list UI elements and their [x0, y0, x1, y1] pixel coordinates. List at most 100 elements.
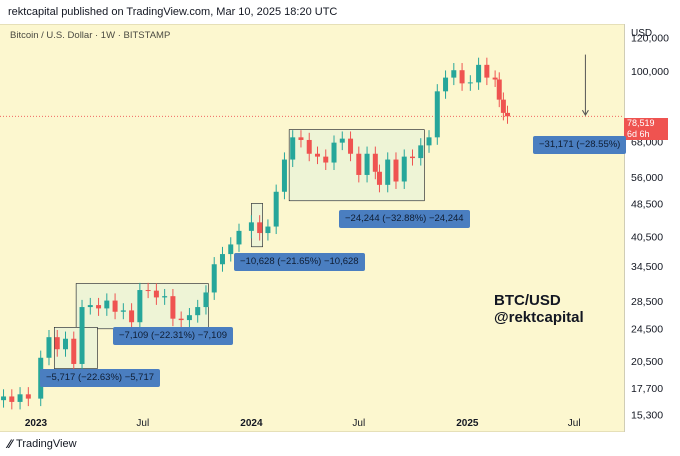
candle-body	[339, 138, 345, 143]
footer	[0, 432, 680, 456]
candle-body	[1, 396, 7, 401]
candle-body	[385, 159, 391, 185]
candle-body	[211, 264, 217, 293]
annotation-label-4: −24,244 (−32.88%) −24,244	[339, 210, 470, 228]
candle-body	[203, 292, 209, 308]
currency-label[interactable]: USD	[631, 28, 653, 39]
candle-body	[71, 338, 77, 364]
candle-body	[257, 222, 263, 234]
watermark-author: @rektcapital	[494, 309, 584, 326]
candle-body	[500, 99, 506, 113]
candle-body	[484, 64, 490, 78]
y-tick-label: 120,000	[631, 33, 669, 45]
y-tick-label: 24,500	[631, 324, 663, 336]
candle-body	[145, 290, 151, 292]
candle-body	[273, 191, 279, 227]
candle-body	[54, 337, 60, 350]
y-tick-label: 17,700	[631, 383, 663, 395]
publish-header: rektcapital published on TradingView.com…	[0, 0, 680, 24]
candle-body	[219, 254, 225, 265]
x-tick-label: 2024	[240, 418, 263, 429]
candle-body	[137, 290, 143, 323]
annotation-label-2: −7,109 (−22.31%) −7,109	[113, 327, 234, 345]
y-tick-label: 100,000	[631, 66, 669, 78]
x-tick-label: Jul	[568, 418, 581, 429]
current-price-value: 78,519	[627, 118, 655, 128]
candle-body	[372, 153, 378, 172]
drawdown-arrow-head	[581, 109, 589, 117]
candle-body	[331, 142, 337, 163]
candle-body	[314, 153, 320, 157]
candle-body	[364, 153, 370, 175]
candle-body	[426, 137, 432, 146]
candle-body	[290, 137, 296, 160]
y-tick-label: 34,500	[631, 261, 663, 273]
candle-body	[120, 310, 126, 312]
candle-body	[348, 138, 354, 154]
candle-body	[79, 307, 85, 364]
x-tick-label: Jul	[352, 418, 365, 429]
candle-body	[228, 244, 234, 255]
candle-body	[46, 337, 52, 358]
y-tick-label: 48,500	[631, 199, 663, 211]
y-tick-label: 20,500	[631, 356, 663, 368]
candle-body	[467, 82, 473, 84]
symbol-description: Bitcoin / U.S. Dollar · 1W · BITSTAMP	[10, 30, 171, 41]
candle-body	[476, 64, 482, 83]
price-axis[interactable]	[624, 24, 680, 432]
tradingview-logo-icon: ⁄⁄	[8, 437, 13, 451]
x-tick-label: 2025	[456, 418, 479, 429]
candle-body	[248, 222, 254, 231]
tradingview-brand: TradingView	[16, 438, 77, 450]
candle-body	[356, 153, 362, 175]
candle-body	[496, 79, 502, 100]
candle-body	[25, 394, 31, 399]
watermark: BTC/USD @rektcapital	[494, 292, 584, 326]
candle-body	[9, 396, 15, 402]
candle-body	[17, 394, 23, 402]
candle-body	[376, 171, 382, 185]
candle-body	[323, 156, 329, 163]
candle-body	[162, 296, 168, 298]
candle-body	[112, 300, 118, 312]
candle-body	[443, 77, 449, 92]
y-tick-label: 40,500	[631, 232, 663, 244]
candle-body	[459, 70, 465, 84]
candle-body	[63, 338, 69, 350]
candle-body	[410, 156, 416, 159]
candle-body	[96, 305, 102, 309]
candle-body	[87, 305, 93, 308]
x-tick-label: Jul	[136, 418, 149, 429]
candle-body	[186, 315, 192, 321]
candle-body	[129, 310, 135, 323]
x-tick-label: 2023	[25, 418, 48, 429]
y-tick-label: 56,000	[631, 172, 663, 184]
annotation-label-1: −5,717 (−22.63%) −5,717	[40, 369, 161, 387]
candle-body	[195, 307, 201, 316]
candle-body	[104, 300, 110, 309]
candle-body	[393, 159, 399, 182]
candle-body	[505, 112, 511, 117]
candle-body	[236, 230, 242, 245]
candle-body	[451, 70, 457, 78]
y-tick-label: 28,500	[631, 296, 663, 308]
candle-body	[265, 226, 271, 234]
candle-body	[153, 290, 159, 298]
candle-body	[178, 318, 184, 321]
chart-panel[interactable]	[0, 24, 624, 432]
candle-body	[306, 139, 312, 154]
candle-body	[434, 91, 440, 138]
tradingview-logo[interactable]: ⁄⁄ TradingView	[8, 437, 77, 451]
candle-body	[492, 77, 498, 80]
candle-body	[418, 145, 424, 159]
current-price-tag: 78,519 6d 6h	[624, 118, 668, 140]
candle-body	[401, 156, 407, 182]
candle-body	[281, 159, 287, 192]
candle-body	[170, 296, 176, 319]
watermark-symbol: BTC/USD	[494, 292, 561, 309]
annotation-label-5: −31,171 (−28.55%)	[533, 136, 627, 154]
bar-countdown: 6d 6h	[627, 129, 650, 139]
annotation-label-3: −10,628 (−21.65%) −10,628	[234, 253, 365, 271]
price-chart-svg[interactable]: 120,000100,00068,00056,00048,50040,50034…	[0, 24, 680, 432]
y-tick-label: 15,300	[631, 410, 663, 422]
